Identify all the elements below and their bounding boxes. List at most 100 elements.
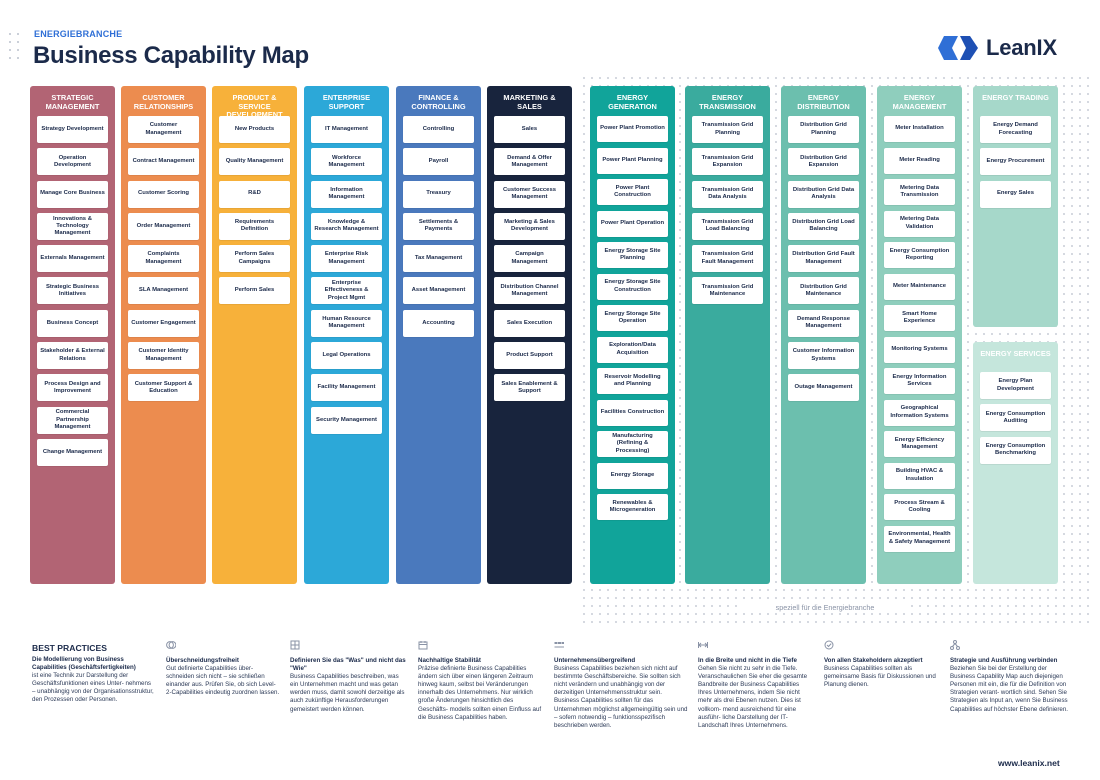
capability-card[interactable]: Commercial Partnership Management xyxy=(37,406,108,434)
capability-card[interactable]: Transmission Grid Load Balancing xyxy=(692,212,763,240)
capability-card[interactable]: Operation Development xyxy=(37,148,108,176)
capability-card[interactable]: Geographical Information Systems xyxy=(884,399,955,426)
capability-card[interactable]: Accounting xyxy=(403,309,474,337)
capability-card[interactable]: Externals Management xyxy=(37,245,108,273)
capability-card[interactable]: Enterprise Risk Management xyxy=(311,245,382,273)
capability-card[interactable]: Quality Management xyxy=(219,148,290,176)
capability-card[interactable]: Distribution Grid Maintenance xyxy=(788,277,859,305)
capability-card[interactable]: Requirements Definition xyxy=(219,212,290,240)
capability-card[interactable]: Campaign Management xyxy=(494,245,565,273)
capability-card[interactable]: Energy Storage Site Construction xyxy=(597,273,668,300)
capability-card[interactable]: Marketing & Sales Development xyxy=(494,212,565,240)
capability-card[interactable]: Legal Operations xyxy=(311,342,382,370)
capability-card[interactable]: Payroll xyxy=(403,148,474,176)
capability-card[interactable]: Asset Management xyxy=(403,277,474,305)
capability-card[interactable]: Customer Identity Management xyxy=(128,342,199,370)
capability-card[interactable]: Energy Consumption Benchmarking xyxy=(980,436,1051,464)
capability-card[interactable]: Manufacturing (Refining & Processing) xyxy=(597,431,668,457)
capability-card[interactable]: Perform Sales Campaigns xyxy=(219,245,290,273)
capability-card[interactable]: Demand & Offer Management xyxy=(494,148,565,176)
capability-card[interactable]: R&D xyxy=(219,180,290,208)
capability-card[interactable]: Business Concept xyxy=(37,309,108,337)
capability-card[interactable]: Energy Consumption Auditing xyxy=(980,404,1051,432)
capability-card[interactable]: Distribution Channel Management xyxy=(494,277,565,305)
capability-card[interactable]: Sales Enablement & Support xyxy=(494,374,565,402)
capability-card[interactable]: Energy Information Services xyxy=(884,368,955,394)
capability-card[interactable]: Product Support xyxy=(494,342,565,370)
capability-card[interactable]: Renewables & Microgeneration xyxy=(597,494,668,520)
capability-card[interactable]: Energy Sales xyxy=(980,180,1051,208)
capability-card[interactable]: Energy Storage Site Planning xyxy=(597,242,668,268)
capability-card[interactable]: Strategy Development xyxy=(37,116,108,143)
capability-card[interactable]: Smart Home Experience xyxy=(884,305,955,331)
capability-card[interactable]: Outage Management xyxy=(788,374,859,402)
capability-card[interactable]: Knowledge & Research Management xyxy=(311,212,382,240)
leanix-logo[interactable]: LeanIX xyxy=(936,33,1057,63)
capability-card[interactable]: Energy Procurement xyxy=(980,148,1051,176)
capability-card[interactable]: Sales Execution xyxy=(494,309,565,337)
capability-card[interactable]: Perform Sales xyxy=(219,277,290,305)
capability-card[interactable]: Customer Information Systems xyxy=(788,342,859,370)
capability-card[interactable]: Facilities Construction xyxy=(597,399,668,426)
capability-card[interactable]: Building HVAC & Insulation xyxy=(884,462,955,489)
capability-card[interactable]: Environmental, Health & Safety Managemen… xyxy=(884,525,955,552)
capability-card[interactable]: Controlling xyxy=(403,116,474,143)
capability-card[interactable]: Energy Plan Development xyxy=(980,372,1051,399)
capability-card[interactable]: Customer Scoring xyxy=(128,180,199,208)
capability-card[interactable]: Demand Response Management xyxy=(788,309,859,337)
capability-card[interactable]: Process Design and Improvement xyxy=(37,374,108,402)
capability-card[interactable]: Energy Efficiency Management xyxy=(884,431,955,457)
capability-card[interactable]: Exploration/Data Acquisition xyxy=(597,336,668,363)
capability-card[interactable]: Power Plant Operation xyxy=(597,210,668,237)
capability-card[interactable]: Customer Engagement xyxy=(128,309,199,337)
capability-card[interactable]: Energy Storage xyxy=(597,462,668,489)
capability-card[interactable]: Meter Installation xyxy=(884,116,955,142)
capability-card[interactable]: Human Resource Management xyxy=(311,309,382,337)
capability-card[interactable]: Distribution Grid Fault Management xyxy=(788,245,859,273)
capability-card[interactable]: Transmission Grid Data Analysis xyxy=(692,180,763,208)
capability-card[interactable]: Customer Success Management xyxy=(494,180,565,208)
capability-card[interactable]: Process Stream & Cooling xyxy=(884,494,955,520)
capability-card[interactable]: Reservoir Modelling and Planning xyxy=(597,368,668,394)
capability-card[interactable]: Enterprise Effectiveness & Project Mgmt xyxy=(311,277,382,305)
capability-card[interactable]: Energy Storage Site Operation xyxy=(597,305,668,331)
capability-card[interactable]: Manage Core Business xyxy=(37,180,108,208)
capability-card[interactable]: Complaints Management xyxy=(128,245,199,273)
capability-card[interactable]: Strategic Business Initiatives xyxy=(37,277,108,305)
capability-card[interactable]: Power Plant Planning xyxy=(597,147,668,174)
capability-card[interactable]: Monitoring Systems xyxy=(884,336,955,363)
capability-card[interactable]: Distribution Grid Expansion xyxy=(788,148,859,176)
capability-card[interactable]: Distribution Grid Data Analysis xyxy=(788,180,859,208)
capability-card[interactable]: Energy Consumption Reporting xyxy=(884,242,955,268)
capability-card[interactable]: Contract Management xyxy=(128,148,199,176)
capability-card[interactable]: Sales xyxy=(494,116,565,143)
capability-card[interactable]: Stakeholder & External Relations xyxy=(37,342,108,370)
capability-card[interactable]: Information Management xyxy=(311,180,382,208)
capability-card[interactable]: Power Plant Construction xyxy=(597,179,668,205)
capability-card[interactable]: Settlements & Payments xyxy=(403,212,474,240)
capability-card[interactable]: Meter Reading xyxy=(884,147,955,174)
capability-card[interactable]: Power Plant Promotion xyxy=(597,116,668,142)
capability-card[interactable]: Distribution Grid Planning xyxy=(788,116,859,143)
capability-card[interactable]: Customer Support & Education xyxy=(128,374,199,402)
capability-card[interactable]: Metering Data Validation xyxy=(884,210,955,237)
capability-card[interactable]: Tax Management xyxy=(403,245,474,273)
capability-card[interactable]: Facility Management xyxy=(311,374,382,402)
capability-card[interactable]: Metering Data Transmission xyxy=(884,179,955,205)
capability-card[interactable]: Distribution Grid Load Balancing xyxy=(788,212,859,240)
capability-card[interactable]: Security Management xyxy=(311,406,382,434)
capability-card[interactable]: Transmission Grid Fault Management xyxy=(692,245,763,273)
capability-card[interactable]: Innovations & Technology Management xyxy=(37,212,108,240)
capability-card[interactable]: IT Management xyxy=(311,116,382,143)
capability-card[interactable]: Transmission Grid Maintenance xyxy=(692,277,763,305)
capability-card[interactable]: Customer Management xyxy=(128,116,199,143)
capability-card[interactable]: Order Management xyxy=(128,212,199,240)
capability-card[interactable]: Transmission Grid Expansion xyxy=(692,148,763,176)
capability-card[interactable]: Meter Maintenance xyxy=(884,273,955,300)
capability-card[interactable]: Energy Demand Forecasting xyxy=(980,116,1051,143)
capability-card[interactable]: Workforce Management xyxy=(311,148,382,176)
capability-card[interactable]: New Products xyxy=(219,116,290,143)
capability-card[interactable]: SLA Management xyxy=(128,277,199,305)
capability-card[interactable]: Treasury xyxy=(403,180,474,208)
capability-card[interactable]: Transmission Grid Planning xyxy=(692,116,763,143)
